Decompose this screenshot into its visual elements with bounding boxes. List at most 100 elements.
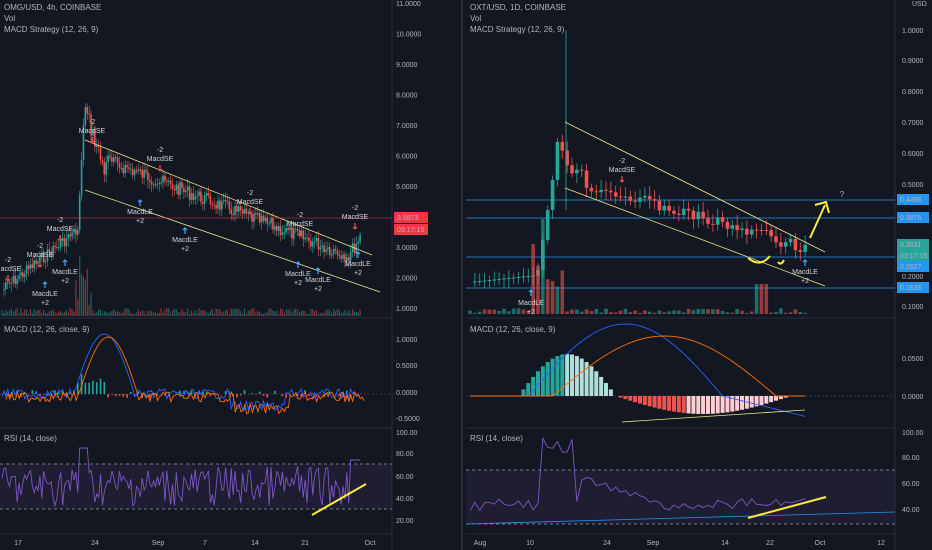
left-volume-bar <box>96 312 98 316</box>
left-volume-bar <box>325 309 327 316</box>
left-candle-body <box>86 107 89 114</box>
left-volume-bar <box>338 309 340 316</box>
right-up-arrow-icon <box>809 204 826 239</box>
left-macd-bar <box>130 391 132 394</box>
right-macd-bar <box>642 396 647 405</box>
right-candle-body <box>643 195 647 198</box>
right-x-tick: 24 <box>603 540 611 547</box>
left-candle-body <box>274 226 276 230</box>
left-volume-bar <box>198 308 200 316</box>
right-channel-upper <box>564 121 826 253</box>
left-signal-label: MacdSE <box>342 214 369 221</box>
left-volume-bar <box>293 309 295 316</box>
left-candle-body <box>321 245 324 248</box>
right-volume-bar <box>521 309 526 314</box>
left-volume-bar <box>113 309 115 316</box>
left-candle-body <box>16 279 18 285</box>
left-volume-bar <box>168 308 170 316</box>
left-volume-bar <box>319 312 321 316</box>
left-signal-label: MacdSE <box>0 266 22 273</box>
left-signal-count: +2 <box>314 286 322 293</box>
right-volume <box>468 219 807 314</box>
left-candle-body <box>59 240 62 248</box>
left-signal-count: -2 <box>297 212 303 219</box>
right-volume-bar <box>677 310 681 314</box>
left-macd-bar <box>266 394 269 398</box>
left-macd-bar <box>126 394 128 398</box>
left-volume-bar <box>308 313 310 316</box>
left-candle-body <box>311 242 314 247</box>
right-macd-bar <box>710 396 715 414</box>
right-candle-body <box>502 278 506 280</box>
left-candle-body <box>190 193 193 200</box>
left-volume-bar <box>223 311 225 316</box>
left-candle-body <box>283 232 286 234</box>
left-volume-bar <box>164 309 166 316</box>
left-volume-bar <box>247 310 249 316</box>
left-volume-bar <box>251 308 253 316</box>
right-macd-bar <box>662 396 667 410</box>
left-volume-bar <box>73 311 75 316</box>
right-rsi-trendline <box>747 496 827 519</box>
left-candle-body <box>23 273 26 277</box>
left-candle-body <box>97 145 100 148</box>
left-candle-body <box>109 155 111 158</box>
left-volume-bar <box>62 312 64 316</box>
right-volume-bar <box>696 308 701 314</box>
right-macd-bar <box>594 371 599 396</box>
left-macd-bar <box>338 394 341 397</box>
right-macd-bar <box>545 362 550 396</box>
right-volume-bar <box>618 310 623 314</box>
left-signal-count: +2 <box>294 280 302 287</box>
left-volume-bar <box>39 309 41 316</box>
left-volume-bar <box>207 313 210 316</box>
right-volume-bar <box>492 309 497 314</box>
right-price-tag-box <box>897 250 929 261</box>
right-macd-label: MACD (12, 26, close, 9) <box>470 325 556 334</box>
left-candle-body <box>82 125 85 160</box>
left-macd-bar <box>148 394 151 398</box>
left-volume-bar <box>147 311 149 316</box>
left-volume-bar <box>187 308 189 316</box>
left-candle-body <box>78 195 81 230</box>
right-volume-bar <box>715 309 720 314</box>
right-macd-bar <box>589 366 594 396</box>
left-candle-body <box>44 261 47 263</box>
right-candle-body <box>677 213 681 215</box>
right-volume-bar <box>672 310 676 314</box>
right-macd-bar <box>633 396 638 403</box>
left-candle-body <box>308 237 310 241</box>
right-signal-label: MacdSE <box>609 167 636 174</box>
left-volume-bar <box>268 308 270 316</box>
right-macd-bar <box>764 396 769 404</box>
left-candle-body <box>351 243 354 252</box>
left-candle-body <box>14 275 17 285</box>
right-price-tag-box <box>897 194 929 205</box>
right-volume-bar <box>633 310 637 314</box>
left-candle-body <box>48 249 51 252</box>
left-candle-body <box>80 160 83 195</box>
left-volume-bar <box>315 310 318 316</box>
left-candle-body <box>245 208 248 214</box>
left-macd-bar <box>118 394 121 396</box>
right-volume-bar <box>749 311 754 314</box>
left-candle-body <box>325 249 327 252</box>
left-volume-bar <box>24 309 26 316</box>
right-candle-body <box>570 165 574 174</box>
right-candle-body <box>633 200 637 202</box>
right-macd-trendline <box>621 409 806 423</box>
left-macd-bar <box>255 394 257 395</box>
right-volume-bar <box>730 312 735 314</box>
left-candle-body <box>111 157 113 162</box>
left-volume-bar <box>33 309 35 316</box>
left-signal-line <box>5 336 365 415</box>
left-macd-bar <box>258 391 261 394</box>
left-candle-body <box>20 272 22 276</box>
right-macd-bar <box>691 396 696 414</box>
left-candle-body <box>357 241 360 244</box>
left-macd-bar <box>65 394 68 397</box>
right-volume-bar <box>667 311 671 314</box>
left-volume-bar <box>260 313 263 316</box>
buy-arrow-icon <box>137 199 143 206</box>
